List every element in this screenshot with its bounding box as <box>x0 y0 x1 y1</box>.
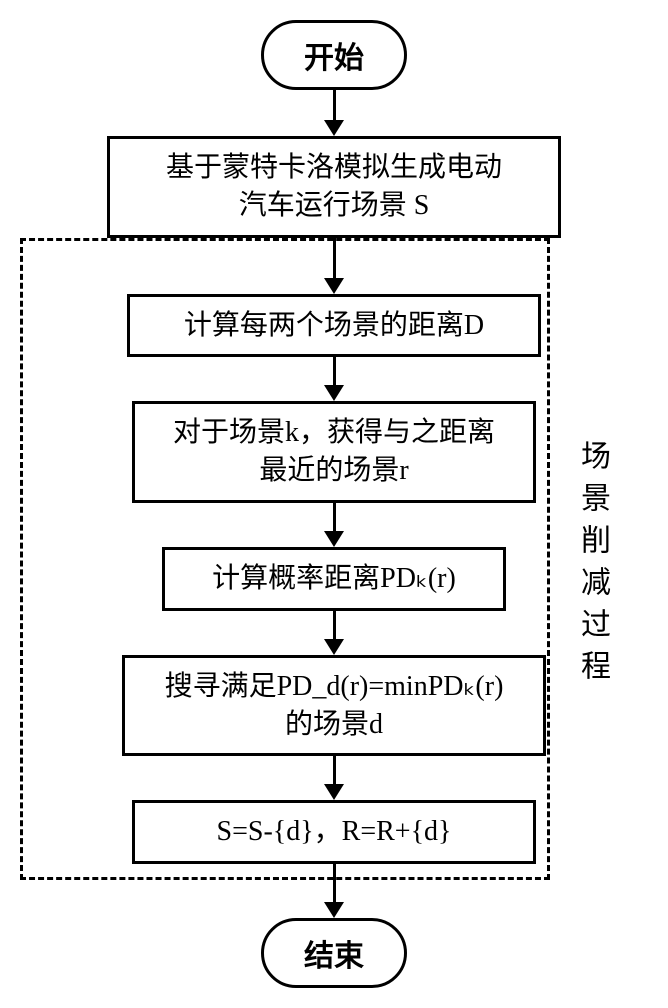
arrow-7 <box>324 864 344 918</box>
step-search-d: 搜寻满足PD_d(r)=minPDₖ(r) 的场景d <box>122 655 546 757</box>
arrow-4 <box>324 503 344 547</box>
step-nearest: 对于场景k，获得与之距离 最近的场景r <box>132 401 536 503</box>
arrow-3 <box>324 357 344 401</box>
side-label: 场景削减过程 <box>570 440 614 692</box>
flowchart-container: 场景削减过程 开始 基于蒙特卡洛模拟生成电动 汽车运行场景 S 计算每两个场景的… <box>20 20 648 988</box>
end-terminal: 结束 <box>261 918 407 988</box>
arrow-5 <box>324 611 344 655</box>
start-terminal: 开始 <box>261 20 407 90</box>
step-prob-dist: 计算概率距离PDₖ(r) <box>162 547 506 611</box>
step-monte-carlo: 基于蒙特卡洛模拟生成电动 汽车运行场景 S <box>107 136 561 238</box>
inner-steps: 计算每两个场景的距离D 对于场景k，获得与之距离 最近的场景r 计算概率距离PD… <box>122 294 546 865</box>
arrow-2 <box>324 238 344 294</box>
arrow-6 <box>324 756 344 800</box>
step-distance: 计算每两个场景的距离D <box>127 294 541 358</box>
arrow-1 <box>324 90 344 136</box>
step-update-sets: S=S-{d}，R=R+{d} <box>132 800 536 864</box>
